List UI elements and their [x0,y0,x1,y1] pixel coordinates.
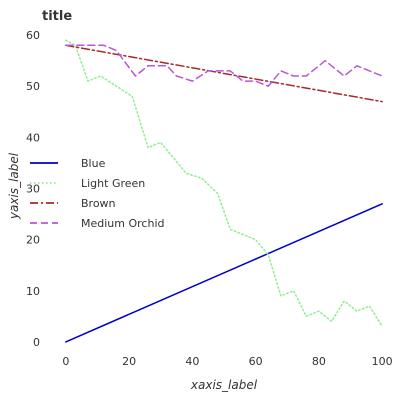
series-lines [65,39,383,343]
series-line [65,44,383,87]
y-axis-title: yaxis_label [7,152,21,220]
chart-title: title [42,9,72,24]
y-tick-label: 40 [26,131,40,144]
legend-label: Medium Orchid [81,217,164,230]
x-tick-label: 80 [312,355,326,368]
y-tick-label: 50 [26,80,40,93]
legend-label: Blue [81,157,106,170]
x-tick-label: 0 [62,355,69,368]
y-tick-label: 60 [26,29,40,42]
legend-label: Light Green [81,177,145,190]
y-tick-label: 20 [26,234,40,247]
x-tick-label: 60 [249,355,263,368]
x-tick-label: 100 [372,355,393,368]
x-tick-labels: 0 20 40 60 80 100 [62,355,392,368]
y-tick-label: 30 [26,183,40,196]
x-axis-title: xaxis_label [190,378,258,392]
series-line [65,44,383,103]
legend-label: Brown [81,197,116,210]
y-tick-labels: 0 10 20 30 40 50 60 [26,29,40,349]
y-tick-label: 0 [33,336,40,349]
x-tick-label: 40 [185,355,199,368]
legend: Blue Light Green Brown Medium Orchid [30,157,164,230]
series-line [65,203,383,343]
y-tick-label: 10 [26,285,40,298]
x-tick-label: 20 [122,355,136,368]
series-line [65,39,383,328]
